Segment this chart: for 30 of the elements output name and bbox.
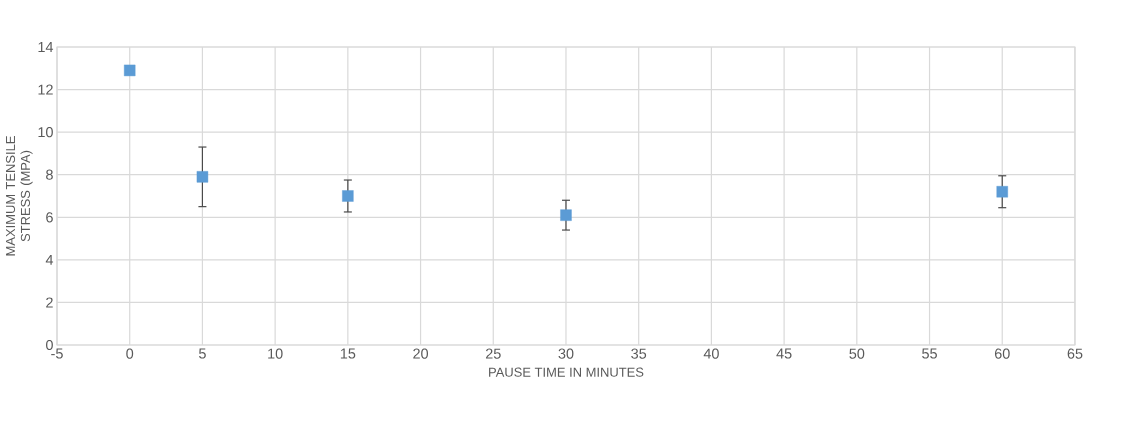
y-tick-label: 14: [38, 42, 54, 52]
y-tick-label: 12: [38, 84, 53, 95]
x-tick-label: 0: [126, 348, 134, 359]
x-tick-label: 25: [485, 348, 501, 359]
x-tick-label: 50: [849, 348, 865, 359]
x-tick-label: 30: [558, 348, 574, 359]
x-tick-label: 10: [268, 348, 283, 359]
point: [124, 64, 136, 77]
x-axis-title: PAUSE TIME IN MINUTES: [489, 367, 644, 377]
point: [342, 190, 354, 202]
x-tick-label: 35: [631, 348, 647, 359]
x-tick-label: 40: [703, 348, 719, 359]
y-tick-label: 2: [46, 297, 53, 308]
x-tick-label: 55: [922, 348, 937, 359]
x-tick-label: 15: [340, 348, 356, 359]
y-tick-label: 4: [45, 254, 54, 265]
x-tick-label: 5: [198, 348, 206, 359]
point: [996, 186, 1008, 198]
y-tick-label: 0: [46, 339, 53, 351]
x-tick-label: 45: [776, 348, 792, 359]
point: [196, 171, 209, 183]
y-tick-label: 8: [46, 169, 53, 180]
y-tick-label: 6: [46, 212, 53, 223]
point: [560, 209, 572, 221]
y-tick-label: 10: [38, 127, 53, 138]
x-tick-label: 20: [413, 348, 429, 359]
y-axis-title: MAXIMUM TENSILE STRESS (MPA): [5, 136, 33, 256]
x-tick-label: 60: [994, 348, 1010, 359]
x-tick-label: -5: [51, 348, 63, 359]
x-tick-label: 65: [1067, 348, 1083, 359]
